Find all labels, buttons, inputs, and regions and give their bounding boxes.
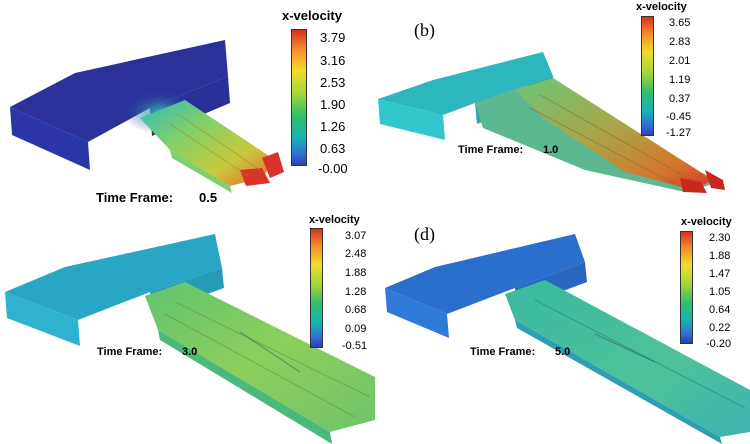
time-frame-value: 5.0 bbox=[555, 346, 571, 358]
colorbar-tick: 1.90 bbox=[320, 97, 346, 112]
time-frame-value: 1.0 bbox=[543, 144, 559, 156]
colorbar-tick: 0.64 bbox=[709, 304, 731, 316]
colorbar-tick: 0.09 bbox=[345, 323, 367, 335]
panel-b: (b) x-velocity 3.65 2.83 2.01 1.19 0.37 … bbox=[375, 0, 750, 222]
colorbar-tick: 3.16 bbox=[320, 53, 346, 68]
colorbar-title: x-velocity bbox=[309, 214, 360, 226]
colorbar-tick: 1.47 bbox=[709, 268, 731, 280]
colorbar-tick: -0.45 bbox=[666, 111, 692, 123]
colorbar-tick: 2.48 bbox=[345, 248, 367, 260]
time-frame-label: Time Frame: bbox=[96, 190, 174, 205]
colorbar-tick: 1.05 bbox=[709, 286, 731, 298]
flow-render-d bbox=[385, 234, 750, 444]
panel-c: x-velocity 3.07 2.48 1.88 1.28 0.68 0.09… bbox=[0, 214, 375, 444]
colorbar-gradient bbox=[680, 231, 693, 344]
colorbar-title: x-velocity bbox=[681, 216, 732, 228]
colorbar-title: x-velocity bbox=[636, 1, 687, 13]
colorbar-tick: 2.01 bbox=[669, 55, 691, 67]
colorbar-tick: 3.79 bbox=[320, 30, 346, 45]
panel-a: x-velocity 3.79 3.16 2.53 1.90 1.26 0.63… bbox=[0, 0, 375, 222]
colorbar-tick: 2.30 bbox=[709, 232, 731, 244]
panel-d: (d) x-velocity 2.30 1.88 1.47 1.05 0.64 … bbox=[375, 216, 750, 444]
time-frame-value: 3.0 bbox=[182, 346, 198, 358]
panel-label: (d) bbox=[414, 224, 435, 244]
colorbar-tick: 1.88 bbox=[709, 250, 731, 262]
flow-render-c bbox=[5, 234, 375, 444]
colorbar-tick: 3.07 bbox=[345, 230, 367, 242]
colorbar-tick: 0.37 bbox=[669, 93, 691, 105]
colorbar-tick: 1.26 bbox=[320, 119, 346, 134]
colorbar-tick: -0.51 bbox=[342, 340, 368, 352]
colorbar-title: x-velocity bbox=[282, 8, 342, 23]
colorbar-tick: 0.63 bbox=[320, 141, 346, 156]
colorbar-tick: -0.00 bbox=[318, 161, 348, 176]
time-frame-value: 0.5 bbox=[199, 190, 218, 205]
colorbar-tick: -0.20 bbox=[706, 338, 732, 350]
colorbar-gradient bbox=[310, 228, 323, 348]
colorbar-tick: 1.28 bbox=[345, 286, 367, 298]
colorbar-tick: 2.83 bbox=[669, 36, 691, 48]
flow-render-b bbox=[378, 52, 725, 193]
colorbar-tick: 1.88 bbox=[345, 267, 367, 279]
panel-label: (b) bbox=[414, 20, 435, 40]
time-frame-label: Time Frame: bbox=[97, 346, 163, 358]
colorbar-gradient bbox=[641, 16, 654, 136]
colorbar-tick: 0.22 bbox=[709, 322, 731, 334]
colorbar-tick: 2.53 bbox=[320, 75, 346, 90]
colorbar-tick: -1.27 bbox=[666, 127, 692, 139]
flow-render-a bbox=[10, 40, 284, 193]
time-frame-label: Time Frame: bbox=[470, 346, 536, 358]
colorbar-gradient bbox=[291, 29, 307, 166]
colorbar-tick: 3.65 bbox=[669, 17, 691, 29]
colorbar-tick: 0.68 bbox=[345, 304, 367, 316]
colorbar-tick: 1.19 bbox=[669, 74, 691, 86]
time-frame-label: Time Frame: bbox=[458, 144, 524, 156]
